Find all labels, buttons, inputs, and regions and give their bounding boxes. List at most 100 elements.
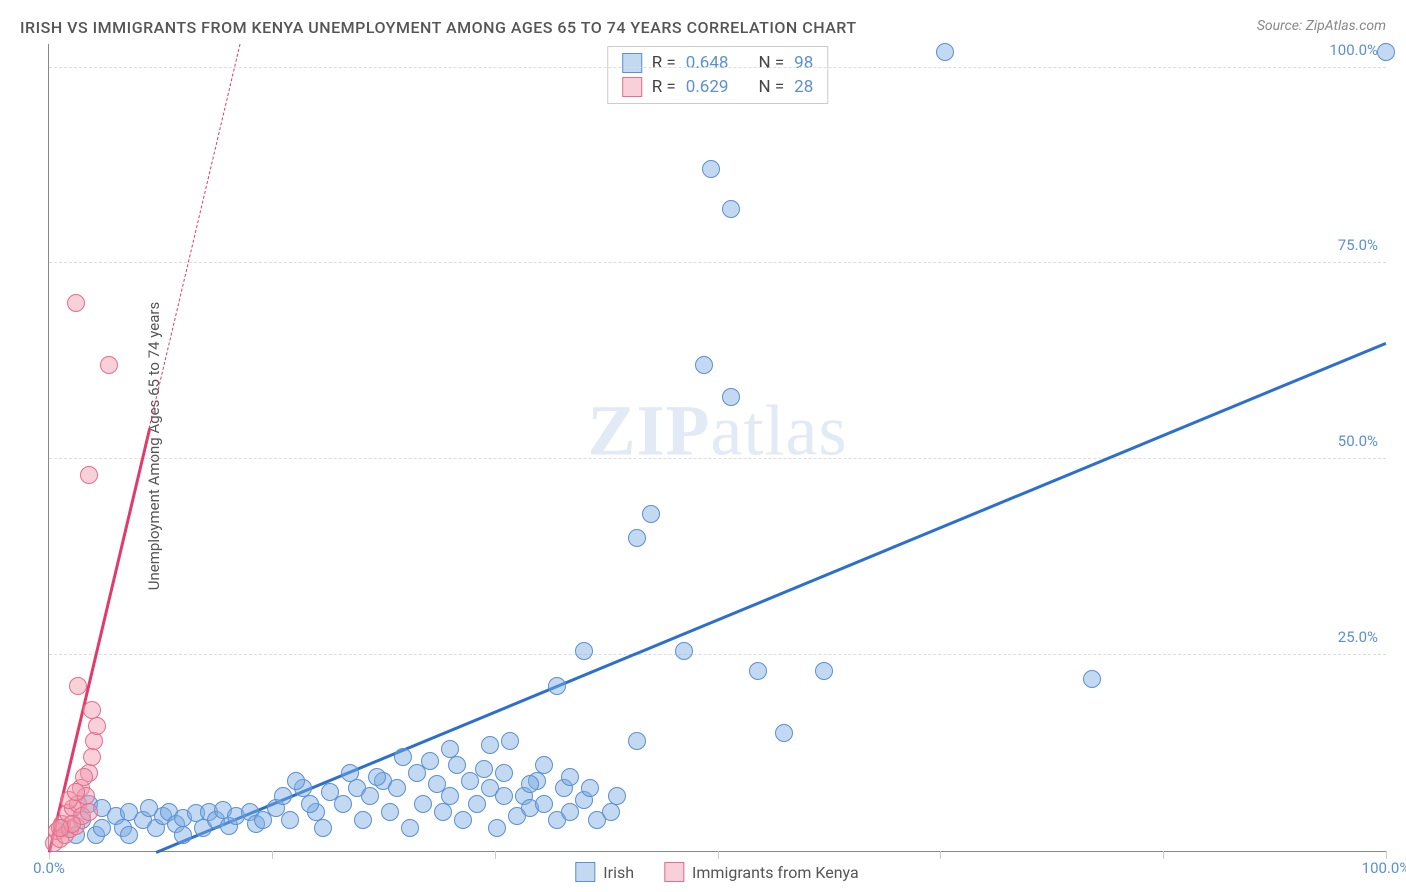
- data-point: [749, 662, 767, 680]
- data-point: [80, 803, 98, 821]
- legend-item: Immigrants from Kenya: [664, 862, 859, 882]
- legend-label: Irish: [603, 863, 634, 882]
- data-point: [314, 819, 332, 837]
- data-point: [548, 677, 566, 695]
- data-point: [361, 787, 379, 805]
- data-point: [936, 43, 954, 61]
- legend-item: Irish: [575, 862, 634, 882]
- x-tick-mark: [1386, 851, 1387, 859]
- data-point: [535, 795, 553, 813]
- data-point: [722, 200, 740, 218]
- data-point: [394, 748, 412, 766]
- data-point: [174, 826, 192, 844]
- data-point: [88, 717, 106, 735]
- stats-row: R =0.629N =28: [622, 75, 814, 99]
- data-point: [83, 701, 101, 719]
- legend-swatch: [575, 862, 595, 882]
- data-point: [695, 356, 713, 374]
- trend-line: [149, 44, 241, 428]
- data-point: [481, 736, 499, 754]
- chart-title: IRISH VS IMMIGRANTS FROM KENYA UNEMPLOYM…: [20, 18, 857, 37]
- legend-label: Immigrants from Kenya: [692, 863, 859, 882]
- data-point: [80, 466, 98, 484]
- r-value: 0.629: [686, 77, 729, 97]
- data-point: [501, 732, 519, 750]
- data-point: [388, 779, 406, 797]
- data-point: [287, 772, 305, 790]
- data-point: [434, 803, 452, 821]
- data-point: [441, 787, 459, 805]
- data-point: [341, 764, 359, 782]
- gridline-horizontal: [49, 67, 1386, 68]
- data-point: [69, 677, 87, 695]
- data-point: [354, 811, 372, 829]
- y-tick-label: 100.0%: [1329, 41, 1378, 59]
- chart-container: ZIPatlas R =0.648N =98R =0.629N =28 25.0…: [48, 44, 1386, 852]
- r-label: R =: [652, 77, 676, 97]
- data-point: [602, 803, 620, 821]
- data-point: [561, 768, 579, 786]
- y-tick-label: 50.0%: [1338, 432, 1378, 450]
- legend-swatch: [622, 77, 642, 97]
- data-point: [334, 795, 352, 813]
- data-point: [535, 756, 553, 774]
- plot-area: ZIPatlas R =0.648N =98R =0.629N =28 25.0…: [48, 44, 1386, 852]
- r-value: 0.648: [686, 53, 729, 73]
- stats-row: R =0.648N =98: [622, 51, 814, 75]
- data-point: [281, 811, 299, 829]
- r-label: R =: [652, 53, 676, 73]
- data-point: [274, 787, 292, 805]
- data-point: [448, 756, 466, 774]
- data-point: [575, 642, 593, 660]
- gridline-horizontal: [49, 262, 1386, 263]
- legend-swatch: [622, 53, 642, 73]
- gridline-horizontal: [49, 654, 1386, 655]
- x-tick-mark: [1163, 851, 1164, 859]
- data-point: [628, 732, 646, 750]
- data-point: [521, 775, 539, 793]
- data-point: [608, 787, 626, 805]
- data-point: [675, 642, 693, 660]
- data-point: [441, 740, 459, 758]
- n-label: N =: [758, 77, 784, 97]
- trend-line: [48, 429, 151, 853]
- data-point: [495, 764, 513, 782]
- trend-line: [155, 342, 1386, 854]
- data-point: [475, 760, 493, 778]
- data-point: [1377, 43, 1395, 61]
- data-point: [414, 795, 432, 813]
- data-point: [702, 160, 720, 178]
- data-point: [401, 819, 419, 837]
- data-point: [581, 779, 599, 797]
- data-point: [100, 356, 118, 374]
- x-tick-mark: [495, 851, 496, 859]
- watermark: ZIPatlas: [588, 390, 848, 473]
- data-point: [628, 529, 646, 547]
- x-tick-label: 100.0%: [1362, 859, 1406, 877]
- data-point: [488, 819, 506, 837]
- legend-swatch: [664, 862, 684, 882]
- data-point: [421, 752, 439, 770]
- data-point: [381, 803, 399, 821]
- source-attribution: Source: ZipAtlas.com: [1257, 18, 1386, 34]
- correlation-stats-box: R =0.648N =98R =0.629N =28: [607, 46, 829, 104]
- x-tick-mark: [272, 851, 273, 859]
- data-point: [642, 505, 660, 523]
- legend: Irish Immigrants from Kenya: [575, 862, 858, 882]
- n-label: N =: [758, 53, 784, 73]
- data-point: [83, 748, 101, 766]
- data-point: [67, 783, 85, 801]
- gridline-horizontal: [49, 458, 1386, 459]
- data-point: [51, 819, 69, 837]
- x-tick-label: 0.0%: [33, 859, 65, 877]
- data-point: [301, 795, 319, 813]
- data-point: [495, 787, 513, 805]
- data-point: [454, 811, 472, 829]
- x-tick-mark: [940, 851, 941, 859]
- data-point: [815, 662, 833, 680]
- data-point: [468, 795, 486, 813]
- data-point: [67, 294, 85, 312]
- data-point: [1083, 670, 1101, 688]
- data-point: [85, 732, 103, 750]
- y-tick-label: 25.0%: [1338, 628, 1378, 646]
